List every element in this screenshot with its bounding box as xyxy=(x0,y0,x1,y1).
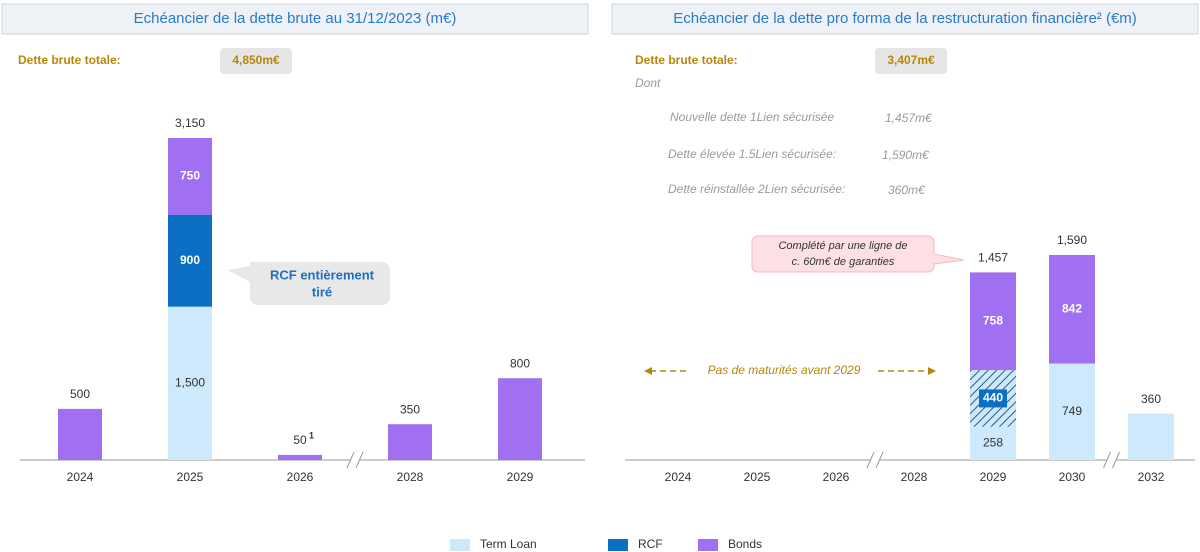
total-pill xyxy=(220,48,292,74)
label-box xyxy=(979,389,1007,408)
callout-text: RCF entièrement xyxy=(270,267,375,282)
callout-text: tiré xyxy=(312,284,332,299)
item-value: 1,590m€ xyxy=(882,148,930,162)
annotation: Pas de maturités avant 2029 xyxy=(708,363,861,377)
legend-label: RCF xyxy=(638,537,663,551)
legend-swatch xyxy=(698,539,718,551)
value-label: 440 xyxy=(983,391,1003,405)
x-tick-label: 2032 xyxy=(1138,470,1165,484)
legend-label: Bonds xyxy=(728,537,762,551)
x-tick-label: 2025 xyxy=(177,470,204,484)
x-tick-label: 2028 xyxy=(397,470,424,484)
total-label: 3,150 xyxy=(175,116,205,130)
axis-break-gap xyxy=(870,450,880,470)
total-label: 1,590 xyxy=(1057,233,1087,247)
axis-break-gap xyxy=(350,450,360,470)
bar-segment xyxy=(58,408,102,460)
value-label: 258 xyxy=(983,436,1003,450)
item-value: 360m€ xyxy=(888,183,926,197)
total-label: 800 xyxy=(510,356,530,370)
bar-segment xyxy=(1049,255,1095,364)
x-tick-label: 2029 xyxy=(980,470,1007,484)
bar-segment xyxy=(168,214,212,307)
total-label: 50 xyxy=(293,433,307,447)
axis-break xyxy=(346,451,355,469)
value-label: 750 xyxy=(180,169,200,183)
callout-box xyxy=(751,235,965,273)
value-label: 749 xyxy=(1062,404,1082,418)
value-label: 1,500 xyxy=(175,376,205,390)
value-label: 842 xyxy=(1062,301,1082,315)
item-label: Dette réinstallée 2Lien sécurisée: xyxy=(668,182,845,196)
item-label: Dette élevée 1.5Lien sécurisée: xyxy=(668,147,836,161)
footnote: 1 xyxy=(309,430,314,440)
x-tick-label: 2024 xyxy=(665,470,692,484)
total-label: 360 xyxy=(1141,392,1161,406)
bar-segment xyxy=(1049,363,1095,460)
x-tick-label: 2025 xyxy=(744,470,771,484)
legend-swatch xyxy=(608,539,628,551)
value-label: 758 xyxy=(983,313,1003,327)
axis-break xyxy=(875,451,884,469)
axis-break xyxy=(1112,451,1120,469)
bar-segment xyxy=(970,272,1016,371)
bar-segment xyxy=(388,424,432,460)
subtitle: Dont xyxy=(635,76,661,90)
bar-segment xyxy=(970,426,1016,460)
legend-label: Term Loan xyxy=(480,537,537,551)
header-box xyxy=(1,3,589,35)
total-label: Dette brute totale: xyxy=(18,53,121,67)
bar-segment xyxy=(168,138,212,215)
x-tick-label: 2026 xyxy=(287,470,314,484)
total-pill xyxy=(875,48,947,74)
callout-text: Complété par une ligne de xyxy=(778,240,907,252)
legend-swatch xyxy=(450,539,470,551)
item-label: Nouvelle dette 1Lien sécurisée xyxy=(670,110,834,124)
total-value: 3,407m€ xyxy=(887,53,935,67)
bar-segment xyxy=(1128,413,1174,460)
callout-text: c. 60m€ de garanties xyxy=(792,256,895,268)
bar-segment xyxy=(278,454,322,460)
x-tick-label: 2024 xyxy=(67,470,94,484)
axis-break-gap xyxy=(1106,450,1117,470)
chart-title: Echéancier de la dette brute au 31/12/20… xyxy=(134,10,457,27)
x-tick-label: 2026 xyxy=(823,470,850,484)
axis-break xyxy=(866,451,875,469)
x-tick-label: 2030 xyxy=(1059,470,1086,484)
total-label: Dette brute totale: xyxy=(635,53,738,67)
total-label: 500 xyxy=(70,387,90,401)
x-tick-label: 2029 xyxy=(507,470,534,484)
bar-segment xyxy=(498,378,542,460)
header-box xyxy=(611,3,1199,35)
total-label: 350 xyxy=(400,402,420,416)
total-value: 4,850m€ xyxy=(232,53,280,67)
axis-break xyxy=(1103,451,1111,469)
axis-break xyxy=(355,451,364,469)
x-tick-label: 2028 xyxy=(901,470,928,484)
callout-box xyxy=(228,262,390,305)
value-label: 900 xyxy=(180,253,200,267)
bar-segment xyxy=(168,306,212,460)
chart-title: Echéancier de la dette pro forma de la r… xyxy=(673,10,1137,27)
item-value: 1,457m€ xyxy=(885,111,933,125)
total-label: 1,457 xyxy=(978,251,1008,265)
